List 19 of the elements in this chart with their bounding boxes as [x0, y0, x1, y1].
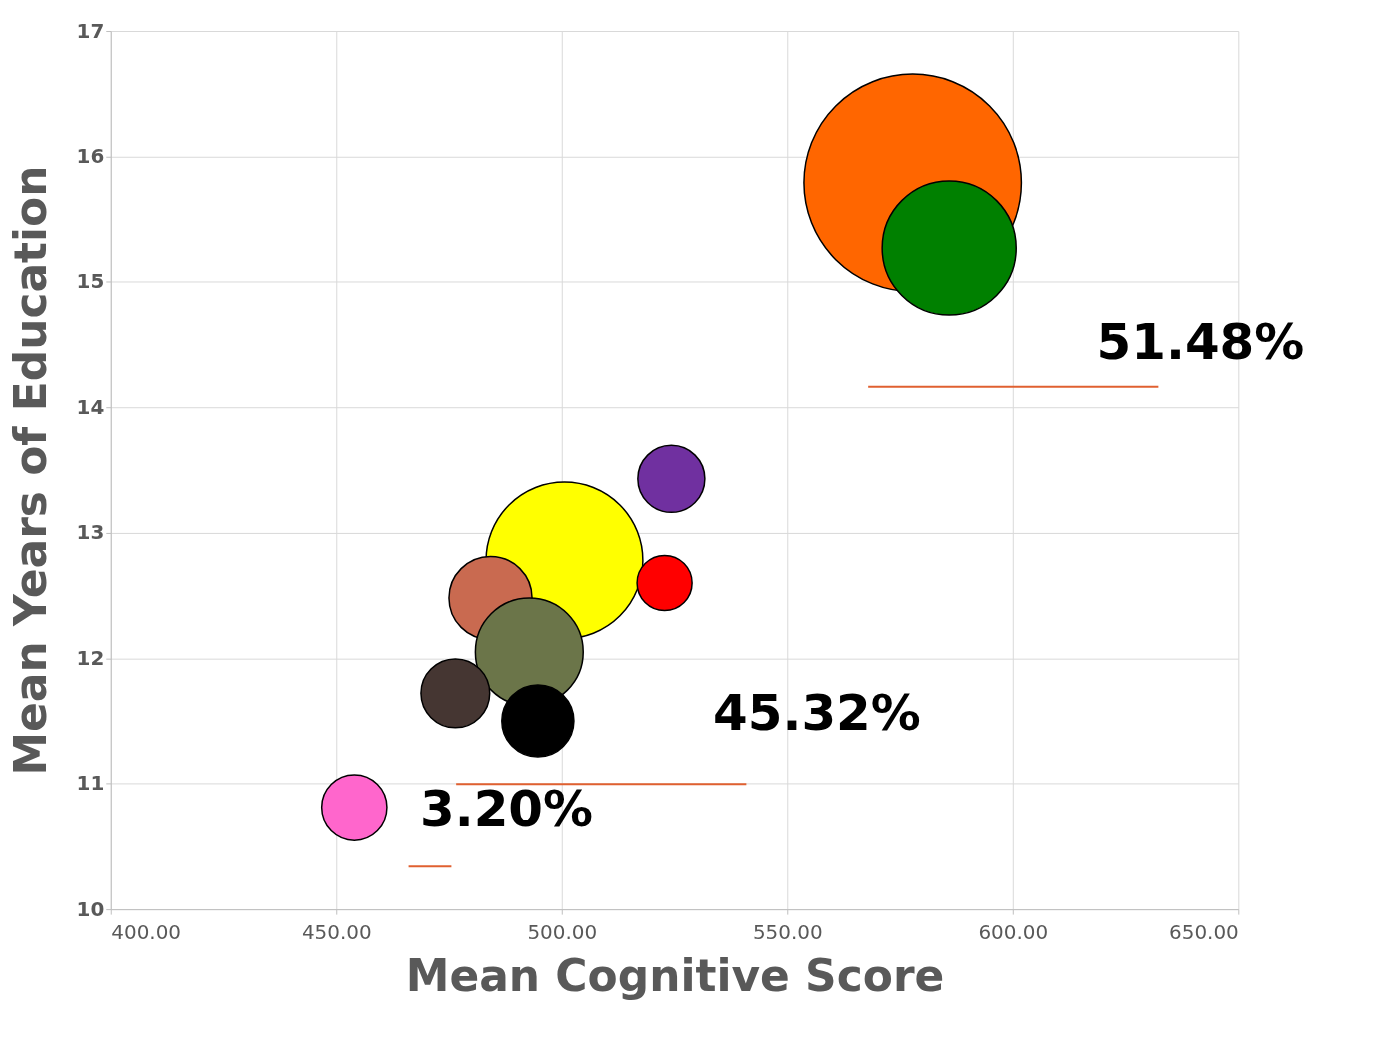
y-axis-title: Mean Years of Education: [4, 165, 56, 776]
x-tick-label: 450.00: [301, 919, 372, 944]
x-tick-label: 650.00: [1169, 919, 1239, 944]
y-tick-label: 10: [76, 896, 105, 921]
x-axis-title: Mean Cognitive Score: [405, 950, 945, 1002]
y-tick-label: 14: [76, 394, 105, 419]
y-tick-label: 13: [76, 520, 105, 545]
annotation: 3.20%: [420, 779, 594, 838]
y-tick-label: 15: [76, 269, 105, 294]
annotation: 51.48%: [1096, 312, 1305, 371]
x-tick-label: 550.00: [752, 919, 823, 944]
y-tick-label: 11: [76, 771, 105, 796]
y-tick-label: 12: [76, 645, 105, 670]
y-tick-label: 17: [76, 18, 105, 43]
annotation: 45.32%: [713, 683, 921, 742]
x-tick-label: 600.00: [978, 919, 1049, 944]
x-tick-label: 400.00: [111, 919, 182, 944]
y-tick-label: 16: [76, 143, 105, 168]
x-tick-label: 500.00: [527, 919, 598, 944]
